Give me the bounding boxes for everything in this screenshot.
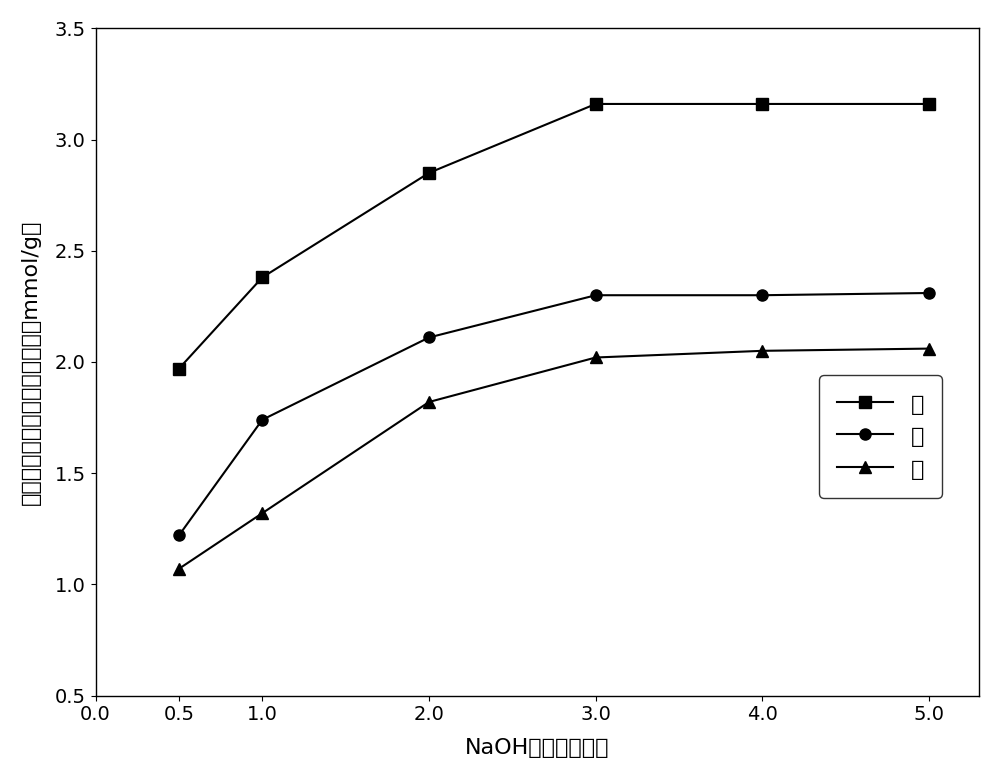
铜 [590, 99, 602, 108]
Line: 锌: 锌 [173, 343, 935, 574]
Line: 镉: 镉 [173, 287, 935, 541]
铜 [756, 99, 768, 108]
锌 [256, 509, 268, 518]
铜 [173, 364, 185, 373]
锌 [173, 564, 185, 573]
Y-axis label: 吸附材料对重金属的吸附能力（mmol/g）: 吸附材料对重金属的吸附能力（mmol/g） [21, 219, 41, 505]
Line: 铜: 铜 [173, 98, 935, 374]
镉 [173, 530, 185, 540]
铜 [923, 99, 935, 108]
铜 [256, 273, 268, 282]
Legend: 铜, 镉, 锌: 铜, 镉, 锌 [819, 375, 942, 498]
铜 [423, 168, 435, 178]
镉 [256, 415, 268, 425]
锌 [423, 397, 435, 407]
镉 [756, 291, 768, 300]
锌 [590, 353, 602, 362]
锌 [923, 344, 935, 353]
镉 [423, 333, 435, 342]
镉 [923, 288, 935, 298]
X-axis label: NaOH加入量（克）: NaOH加入量（克） [465, 738, 610, 758]
镉 [590, 291, 602, 300]
锌 [756, 346, 768, 355]
